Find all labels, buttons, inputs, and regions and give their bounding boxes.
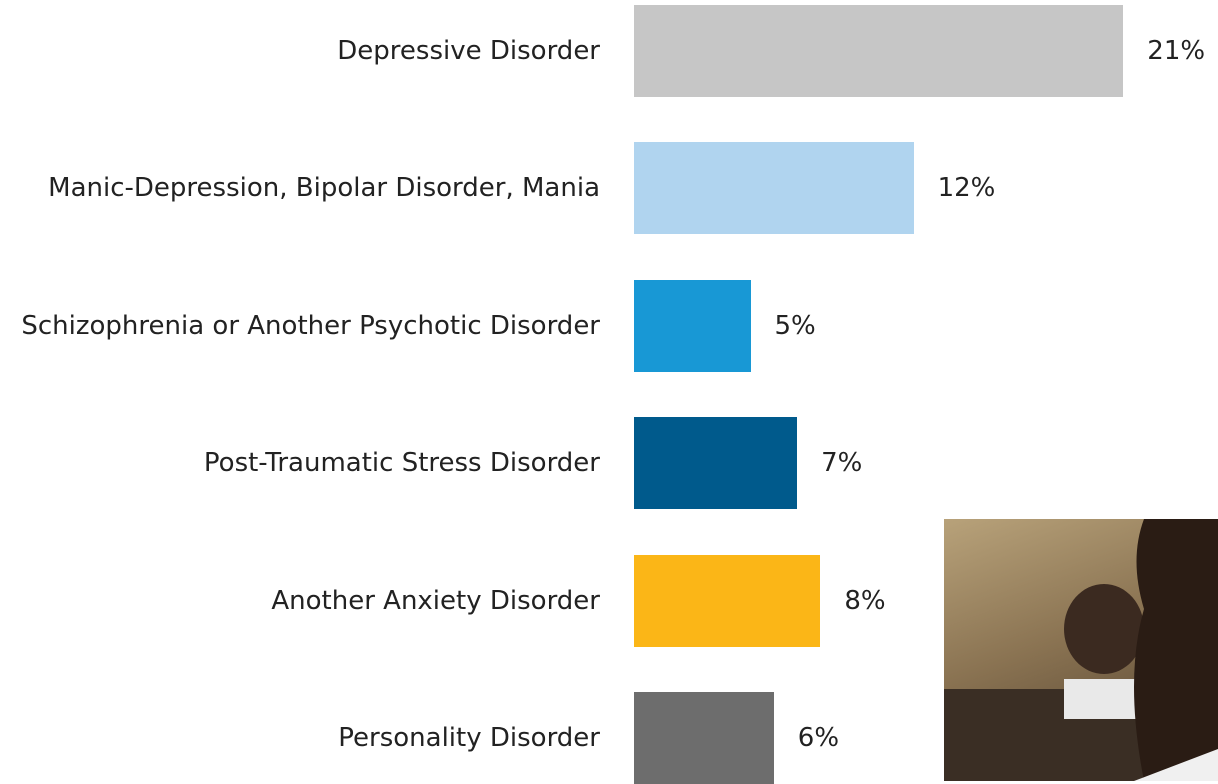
- category-label: Depressive Disorder: [0, 29, 600, 73]
- child-head: [1064, 584, 1144, 674]
- value-label: 5%: [775, 311, 816, 341]
- category-label: Personality Disorder: [0, 716, 600, 760]
- bar: [634, 5, 1123, 97]
- value-label: 7%: [821, 448, 862, 478]
- value-label: 21%: [1147, 36, 1205, 66]
- photo: [944, 519, 1218, 781]
- adult-figure: [1134, 519, 1218, 781]
- category-label: Manic-Depression, Bipolar Disorder, Mani…: [0, 166, 600, 210]
- page: Depressive Disorder 21% Manic-Depression, …: [0, 0, 1218, 781]
- value-label: 8%: [844, 586, 885, 616]
- category-label: Post-Traumatic Stress Disorder: [0, 441, 600, 485]
- bar: [634, 555, 820, 647]
- bar: [634, 142, 914, 234]
- category-label: Another Anxiety Disorder: [0, 579, 600, 623]
- photo-art: [944, 519, 1218, 781]
- value-label: 6%: [798, 723, 839, 753]
- child-clothing: [1064, 679, 1144, 719]
- bar: [634, 417, 797, 509]
- bar: [634, 280, 751, 372]
- value-label: 12%: [938, 173, 996, 203]
- category-label: Schizophrenia or Another Psychotic Disor…: [0, 304, 600, 348]
- bar: [634, 692, 774, 784]
